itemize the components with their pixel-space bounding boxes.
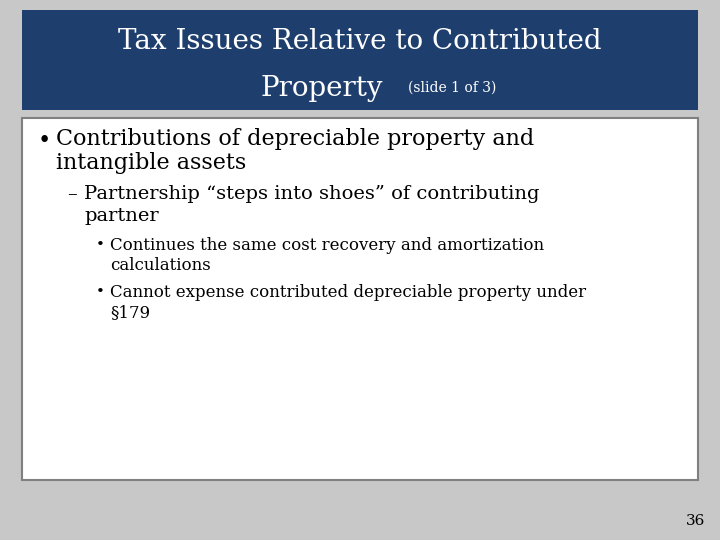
Text: (slide 1 of 3): (slide 1 of 3)	[408, 81, 496, 95]
Text: partner: partner	[84, 207, 158, 225]
Text: §179: §179	[110, 304, 150, 321]
FancyBboxPatch shape	[22, 10, 698, 110]
Text: 36: 36	[685, 514, 705, 528]
Text: Cannot expense contributed depreciable property under: Cannot expense contributed depreciable p…	[110, 284, 586, 301]
Text: •: •	[96, 238, 105, 252]
Text: intangible assets: intangible assets	[56, 152, 246, 174]
Text: Property: Property	[261, 75, 383, 102]
Text: •: •	[96, 285, 105, 299]
Text: Contributions of depreciable property and: Contributions of depreciable property an…	[56, 128, 534, 150]
Text: Tax Issues Relative to Contributed: Tax Issues Relative to Contributed	[118, 28, 602, 55]
Text: •: •	[38, 130, 51, 152]
Text: – Partnership “steps into shoes” of contributing: – Partnership “steps into shoes” of cont…	[68, 185, 539, 203]
Text: calculations: calculations	[110, 257, 211, 274]
FancyBboxPatch shape	[22, 118, 698, 480]
Text: Continues the same cost recovery and amortization: Continues the same cost recovery and amo…	[110, 237, 544, 254]
